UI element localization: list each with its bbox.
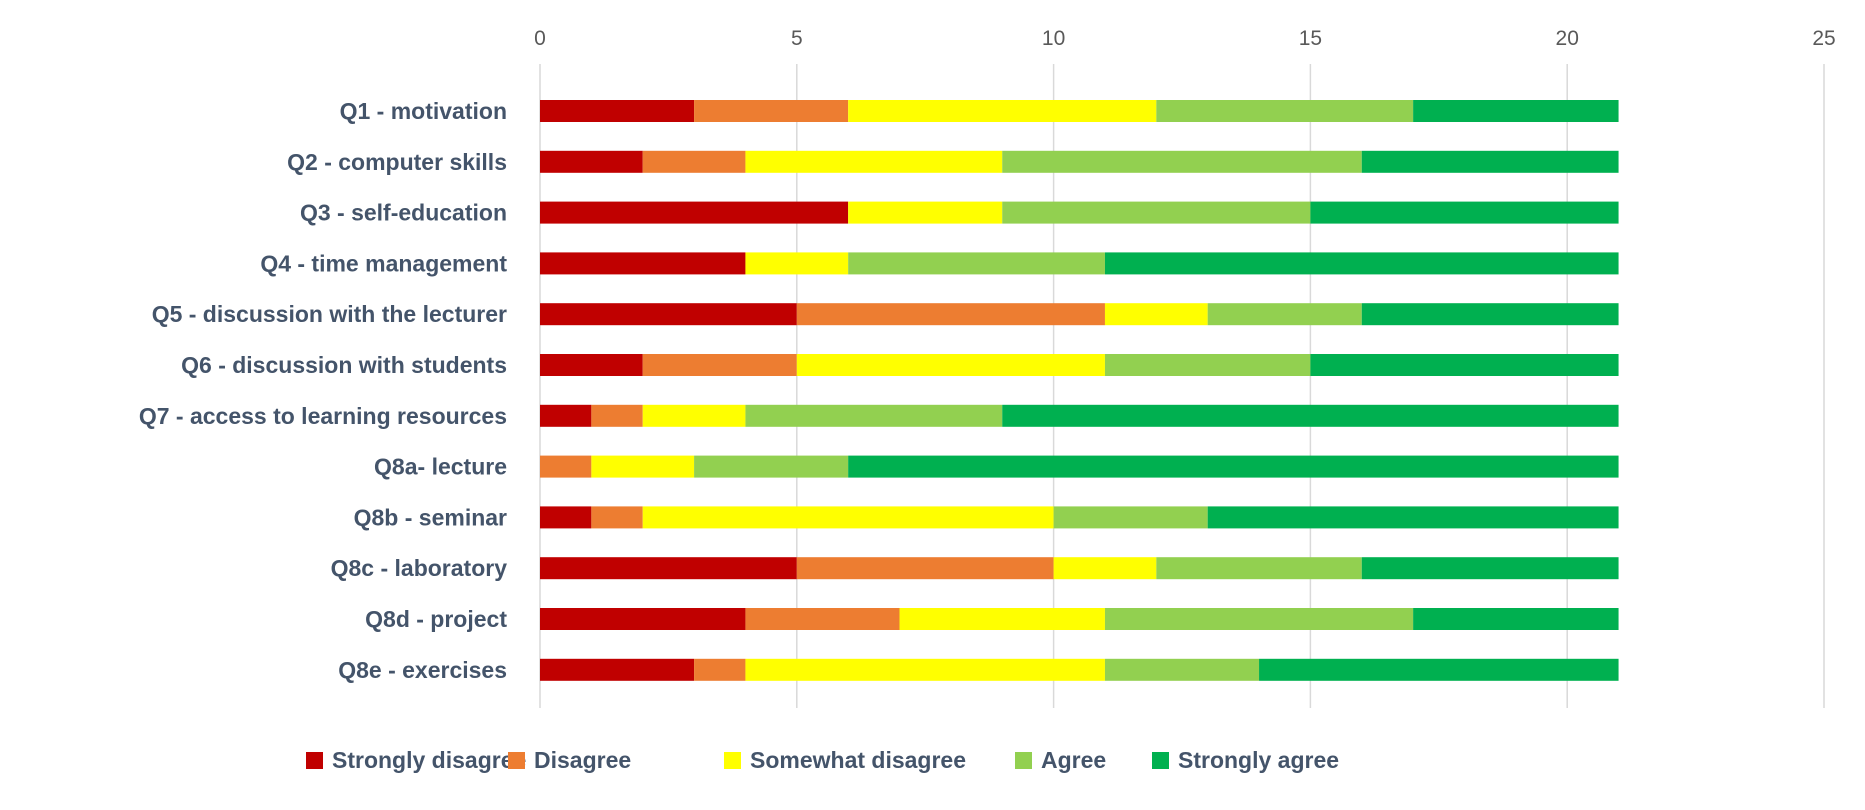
bar-segment-agree [1002,201,1311,224]
bars [540,100,1619,681]
legend-swatch [508,752,525,769]
bar-segment-strongly-agree [1310,354,1619,376]
bar-segment-strongly-disagree [540,404,592,427]
legend-item-strongly-agree: Strongly agree [1152,747,1339,773]
bar-segment-somewhat-disagree [1053,557,1157,580]
x-tick-label: 20 [1556,27,1579,50]
bar-segment-somewhat-disagree [796,354,1105,376]
category-label: Q8d - project [365,606,507,632]
category-label: Q5 - discussion with the lecturer [152,301,507,327]
bar-segment-disagree [694,658,746,681]
category-label: Q6 - discussion with students [181,352,507,378]
bar-segment-strongly-disagree [540,303,797,326]
bar-segment-disagree [745,608,900,630]
legend-item-agree: Agree [1015,747,1106,773]
bar-segment-disagree [642,150,746,173]
category-label: Q3 - self-education [300,200,507,226]
bar-segment-strongly-agree [1361,557,1619,580]
bar-segment-strongly-agree [1413,608,1619,630]
bar-segment-strongly-disagree [540,557,797,580]
legend: Strongly disagree Disagree Somewhat disagr… [306,747,1339,773]
bar-segment-agree [848,252,1105,275]
x-axis-ticks: 0 5 10 15 20 25 [534,27,1836,50]
bar-segment-disagree [642,354,797,376]
bar-segment-strongly-disagree [540,608,746,630]
bar-segment-agree [1104,608,1414,630]
bar-segment-somewhat-disagree [899,608,1105,630]
category-labels: Q1 - motivation Q2 - computer skills Q3 - … [139,98,508,683]
category-label: Q8a- lecture [374,454,507,480]
bar-segment-somewhat-disagree [848,100,1157,122]
bar-segment-strongly-agree [1207,506,1619,529]
category-label: Q7 - access to learning resources [139,403,507,429]
bar-segment-somewhat-disagree [1104,303,1208,326]
legend-swatch [724,752,741,769]
bar-segment-strongly-disagree [540,354,643,376]
bar-segment-disagree [591,506,643,529]
bar-segment-disagree [694,100,849,122]
bar-segment-agree [1053,506,1208,529]
bar-segment-agree [1207,303,1362,326]
bar-segment-strongly-agree [848,455,1619,478]
x-tick-label: 25 [1812,27,1835,50]
category-label: Q1 - motivation [340,98,507,124]
bar-segment-disagree [591,404,643,427]
bar-segment-somewhat-disagree [745,252,849,275]
bar-segment-agree [694,455,849,478]
bar-segment-strongly-disagree [540,252,746,275]
x-tick-label: 5 [791,27,803,50]
legend-swatch [306,752,323,769]
legend-item-strongly-disagree: Strongly disagree [306,747,526,773]
bar-segment-agree [1104,354,1311,376]
bar-segment-somewhat-disagree [848,201,1003,224]
bar-segment-somewhat-disagree [591,455,695,478]
bar-segment-strongly-agree [1361,303,1619,326]
bar-segment-strongly-disagree [540,506,592,529]
bar-segment-agree [1104,658,1260,681]
legend-swatch [1152,752,1169,769]
category-label: Q8e - exercises [338,657,507,683]
bar-segment-somewhat-disagree [642,404,746,427]
x-tick-label: 0 [534,27,546,50]
legend-label: Agree [1041,747,1106,773]
bar-segment-agree [1156,100,1414,122]
bar-segment-somewhat-disagree [642,506,1054,529]
bar-segment-strongly-agree [1310,201,1619,224]
x-tick-label: 15 [1299,27,1322,50]
bar-segment-strongly-agree [1104,252,1619,275]
legend-label: Somewhat disagree [750,747,966,773]
legend-label: Disagree [534,747,631,773]
bar-segment-somewhat-disagree [745,150,1003,173]
x-tick-label: 10 [1042,27,1065,50]
bar-segment-strongly-disagree [540,100,695,122]
bar-segment-strongly-agree [1413,100,1619,122]
legend-item-somewhat-disagree: Somewhat disagree [724,747,966,773]
bar-segment-strongly-agree [1259,658,1619,681]
bar-segment-strongly-disagree [540,658,695,681]
bar-segment-somewhat-disagree [745,658,1105,681]
bar-segment-agree [745,404,1003,427]
category-label: Q2 - computer skills [287,149,507,175]
legend-label: Strongly agree [1178,747,1339,773]
bar-segment-strongly-agree [1361,150,1619,173]
legend-swatch [1015,752,1032,769]
bar-segment-strongly-disagree [540,201,849,224]
legend-item-disagree: Disagree [508,747,631,773]
category-label: Q8b - seminar [354,504,507,530]
bar-segment-strongly-agree [1002,404,1619,427]
bar-segment-agree [1156,557,1362,580]
legend-label: Strongly disagree [332,747,526,773]
category-label: Q4 - time management [260,250,507,276]
bar-segment-disagree [796,557,1054,580]
category-label: Q8c - laboratory [331,555,508,581]
bar-segment-disagree [796,303,1105,326]
bar-segment-disagree [540,455,592,478]
bar-segment-agree [1002,150,1362,173]
bar-segment-strongly-disagree [540,150,643,173]
